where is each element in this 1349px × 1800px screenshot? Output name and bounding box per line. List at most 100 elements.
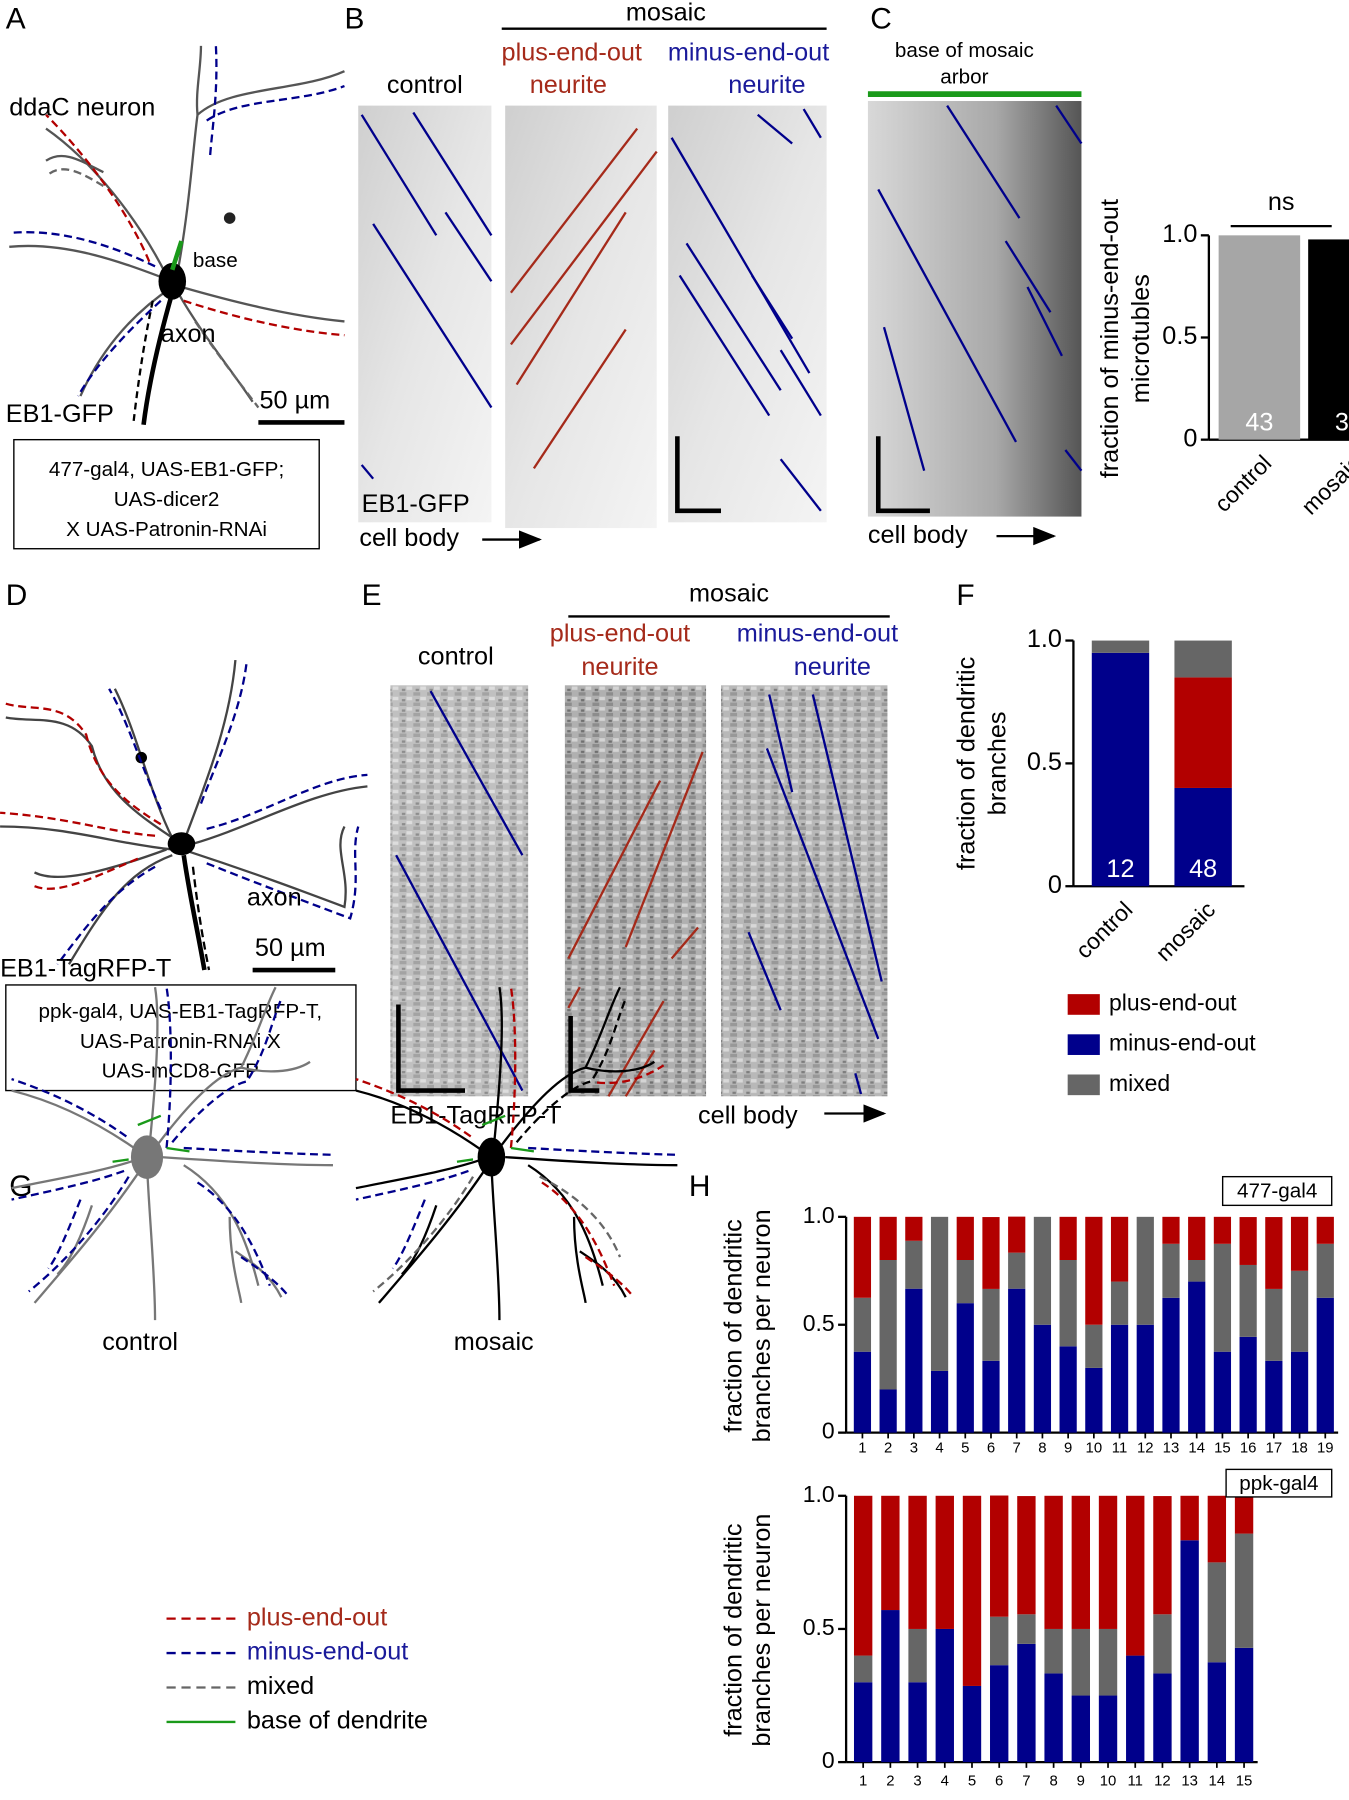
kymograph-b-part-part bbox=[360, 114, 438, 236]
x-tick-label: control bbox=[1070, 896, 1137, 963]
bar-segment bbox=[1239, 1264, 1257, 1337]
bar-segment bbox=[1044, 1673, 1063, 1763]
schematic-mosaic-part-part bbox=[355, 1169, 469, 1201]
micrograph-a-part bbox=[141, 292, 175, 426]
x-tick-label: 15 bbox=[1214, 1440, 1231, 1457]
schematic-mosaic-part-part bbox=[572, 1216, 587, 1304]
kymograph-b-part bbox=[360, 108, 822, 512]
n-label: 38 bbox=[1335, 408, 1349, 436]
schematic-control-part bbox=[130, 1135, 164, 1179]
micrograph-a-part bbox=[9, 45, 345, 403]
label: plus-end-out bbox=[502, 39, 642, 67]
micrograph-d-part-part bbox=[5, 716, 183, 845]
schematic-control-part-part bbox=[240, 1060, 311, 1073]
bar-segment bbox=[879, 1216, 897, 1260]
schematic-mosaic-part-part bbox=[492, 987, 503, 1149]
panel-label: F bbox=[956, 579, 974, 612]
kymograph-b-part-part bbox=[372, 223, 493, 409]
x-tick-label: 10 bbox=[1100, 1773, 1117, 1790]
legend-swatch bbox=[1067, 1074, 1100, 1096]
y-tick-label: 1.0 bbox=[803, 1481, 835, 1507]
schematic-mosaic-part-part bbox=[372, 1176, 475, 1293]
bar-segment bbox=[1071, 1495, 1091, 1629]
panel-label: E bbox=[362, 579, 382, 612]
kymograph-b-part bbox=[358, 105, 492, 523]
x-tick-label: 1 bbox=[859, 1773, 867, 1790]
kymograph-c-part-part bbox=[1055, 104, 1083, 145]
bar-segment bbox=[1008, 1216, 1026, 1253]
y-axis-label: fraction of dendritic bbox=[952, 657, 980, 870]
schematic-mosaic-part bbox=[456, 1114, 535, 1163]
schematic-control-part-part bbox=[160, 1155, 333, 1167]
chart-label-box bbox=[1221, 1175, 1333, 1207]
schematic-control-part-part bbox=[234, 1250, 283, 1298]
bar-segment bbox=[908, 1682, 927, 1763]
kymograph-c-part bbox=[867, 101, 1082, 517]
x-tick-label: 6 bbox=[987, 1440, 995, 1457]
schematic-control-part-part bbox=[28, 1176, 130, 1293]
label: control bbox=[418, 642, 494, 670]
schematic-mosaic-part-part bbox=[585, 1060, 656, 1073]
kymograph-e-part bbox=[568, 1015, 600, 1093]
bar-segment bbox=[1091, 652, 1150, 887]
micrograph-d-part-part bbox=[189, 826, 347, 909]
y-tick-label: 0 bbox=[822, 1747, 835, 1773]
y-tick-label: 0.5 bbox=[803, 1614, 835, 1640]
schematic-mosaic-part-part bbox=[456, 1158, 474, 1163]
x-tick-label: 11 bbox=[1127, 1773, 1142, 1790]
bar-segment bbox=[1174, 677, 1232, 788]
bar-segment bbox=[956, 1303, 974, 1433]
bar-segment bbox=[990, 1495, 1009, 1617]
bar-segment bbox=[853, 1682, 873, 1763]
schematic-mosaic-part bbox=[477, 1137, 506, 1177]
label: EB1-TagRFP-T bbox=[390, 1102, 561, 1130]
kymograph-b-part-part bbox=[532, 328, 627, 470]
kymograph-b-part-part bbox=[412, 111, 493, 236]
bar-segment bbox=[1207, 1662, 1227, 1763]
micrograph-a-part bbox=[9, 45, 345, 409]
x-tick-label: 9 bbox=[1064, 1440, 1072, 1457]
y-tick-label: 0.5 bbox=[1162, 322, 1197, 350]
panel-label: D bbox=[6, 579, 28, 612]
micrograph-a-part-part bbox=[47, 168, 104, 187]
bar-segment bbox=[1153, 1496, 1172, 1615]
label: minus-end-out bbox=[668, 39, 829, 67]
micrograph-d-part bbox=[167, 832, 196, 856]
bar-segment bbox=[853, 1351, 872, 1433]
schematic-control-part-part bbox=[183, 1164, 260, 1286]
bar-segment bbox=[1265, 1288, 1283, 1361]
kymograph-b-part-part bbox=[685, 242, 782, 391]
bar-segment bbox=[1234, 1647, 1254, 1763]
schematic-control-part-part bbox=[183, 1146, 334, 1156]
x-tick-label: 13 bbox=[1181, 1773, 1198, 1790]
x-tick-label: 5 bbox=[961, 1440, 969, 1457]
micrograph-a-part bbox=[170, 240, 184, 271]
micrograph-d-part-part bbox=[206, 773, 368, 830]
y-tick-label: 1.0 bbox=[1162, 220, 1197, 248]
bar-segment bbox=[1044, 1628, 1063, 1674]
bar-segment bbox=[853, 1655, 873, 1683]
bar-segment bbox=[956, 1260, 974, 1304]
label: axon bbox=[161, 320, 216, 348]
legend-swatch bbox=[1067, 994, 1100, 1015]
legend-text: base of dendrite bbox=[247, 1707, 428, 1735]
schematic-mosaic-part-part bbox=[510, 1146, 535, 1153]
y-axis-label: branches per neuron bbox=[748, 1514, 776, 1747]
x-tick-label: 9 bbox=[1077, 1773, 1085, 1790]
schematic-mosaic bbox=[355, 986, 678, 1321]
micrograph-d-part-part bbox=[191, 866, 211, 971]
micrograph-d-part-part bbox=[67, 854, 173, 965]
bar-segment bbox=[1188, 1260, 1206, 1282]
schematic-mosaic-part-part bbox=[509, 987, 517, 1149]
schematic-control-part-part bbox=[11, 1077, 128, 1138]
schematic-control-part-part bbox=[33, 1164, 145, 1304]
y-tick-label: 1.0 bbox=[803, 1202, 835, 1228]
kymograph-b-part-part bbox=[779, 458, 822, 512]
x-tick-label: mosaic bbox=[1150, 896, 1220, 966]
bar-segment bbox=[1188, 1216, 1206, 1260]
bar-segment bbox=[1033, 1216, 1052, 1325]
kymograph-c-part-part bbox=[877, 188, 1018, 443]
label: EB1-TagRFP-T bbox=[0, 955, 171, 983]
label: cell body bbox=[359, 524, 459, 552]
chart-label-box bbox=[1225, 1468, 1333, 1498]
